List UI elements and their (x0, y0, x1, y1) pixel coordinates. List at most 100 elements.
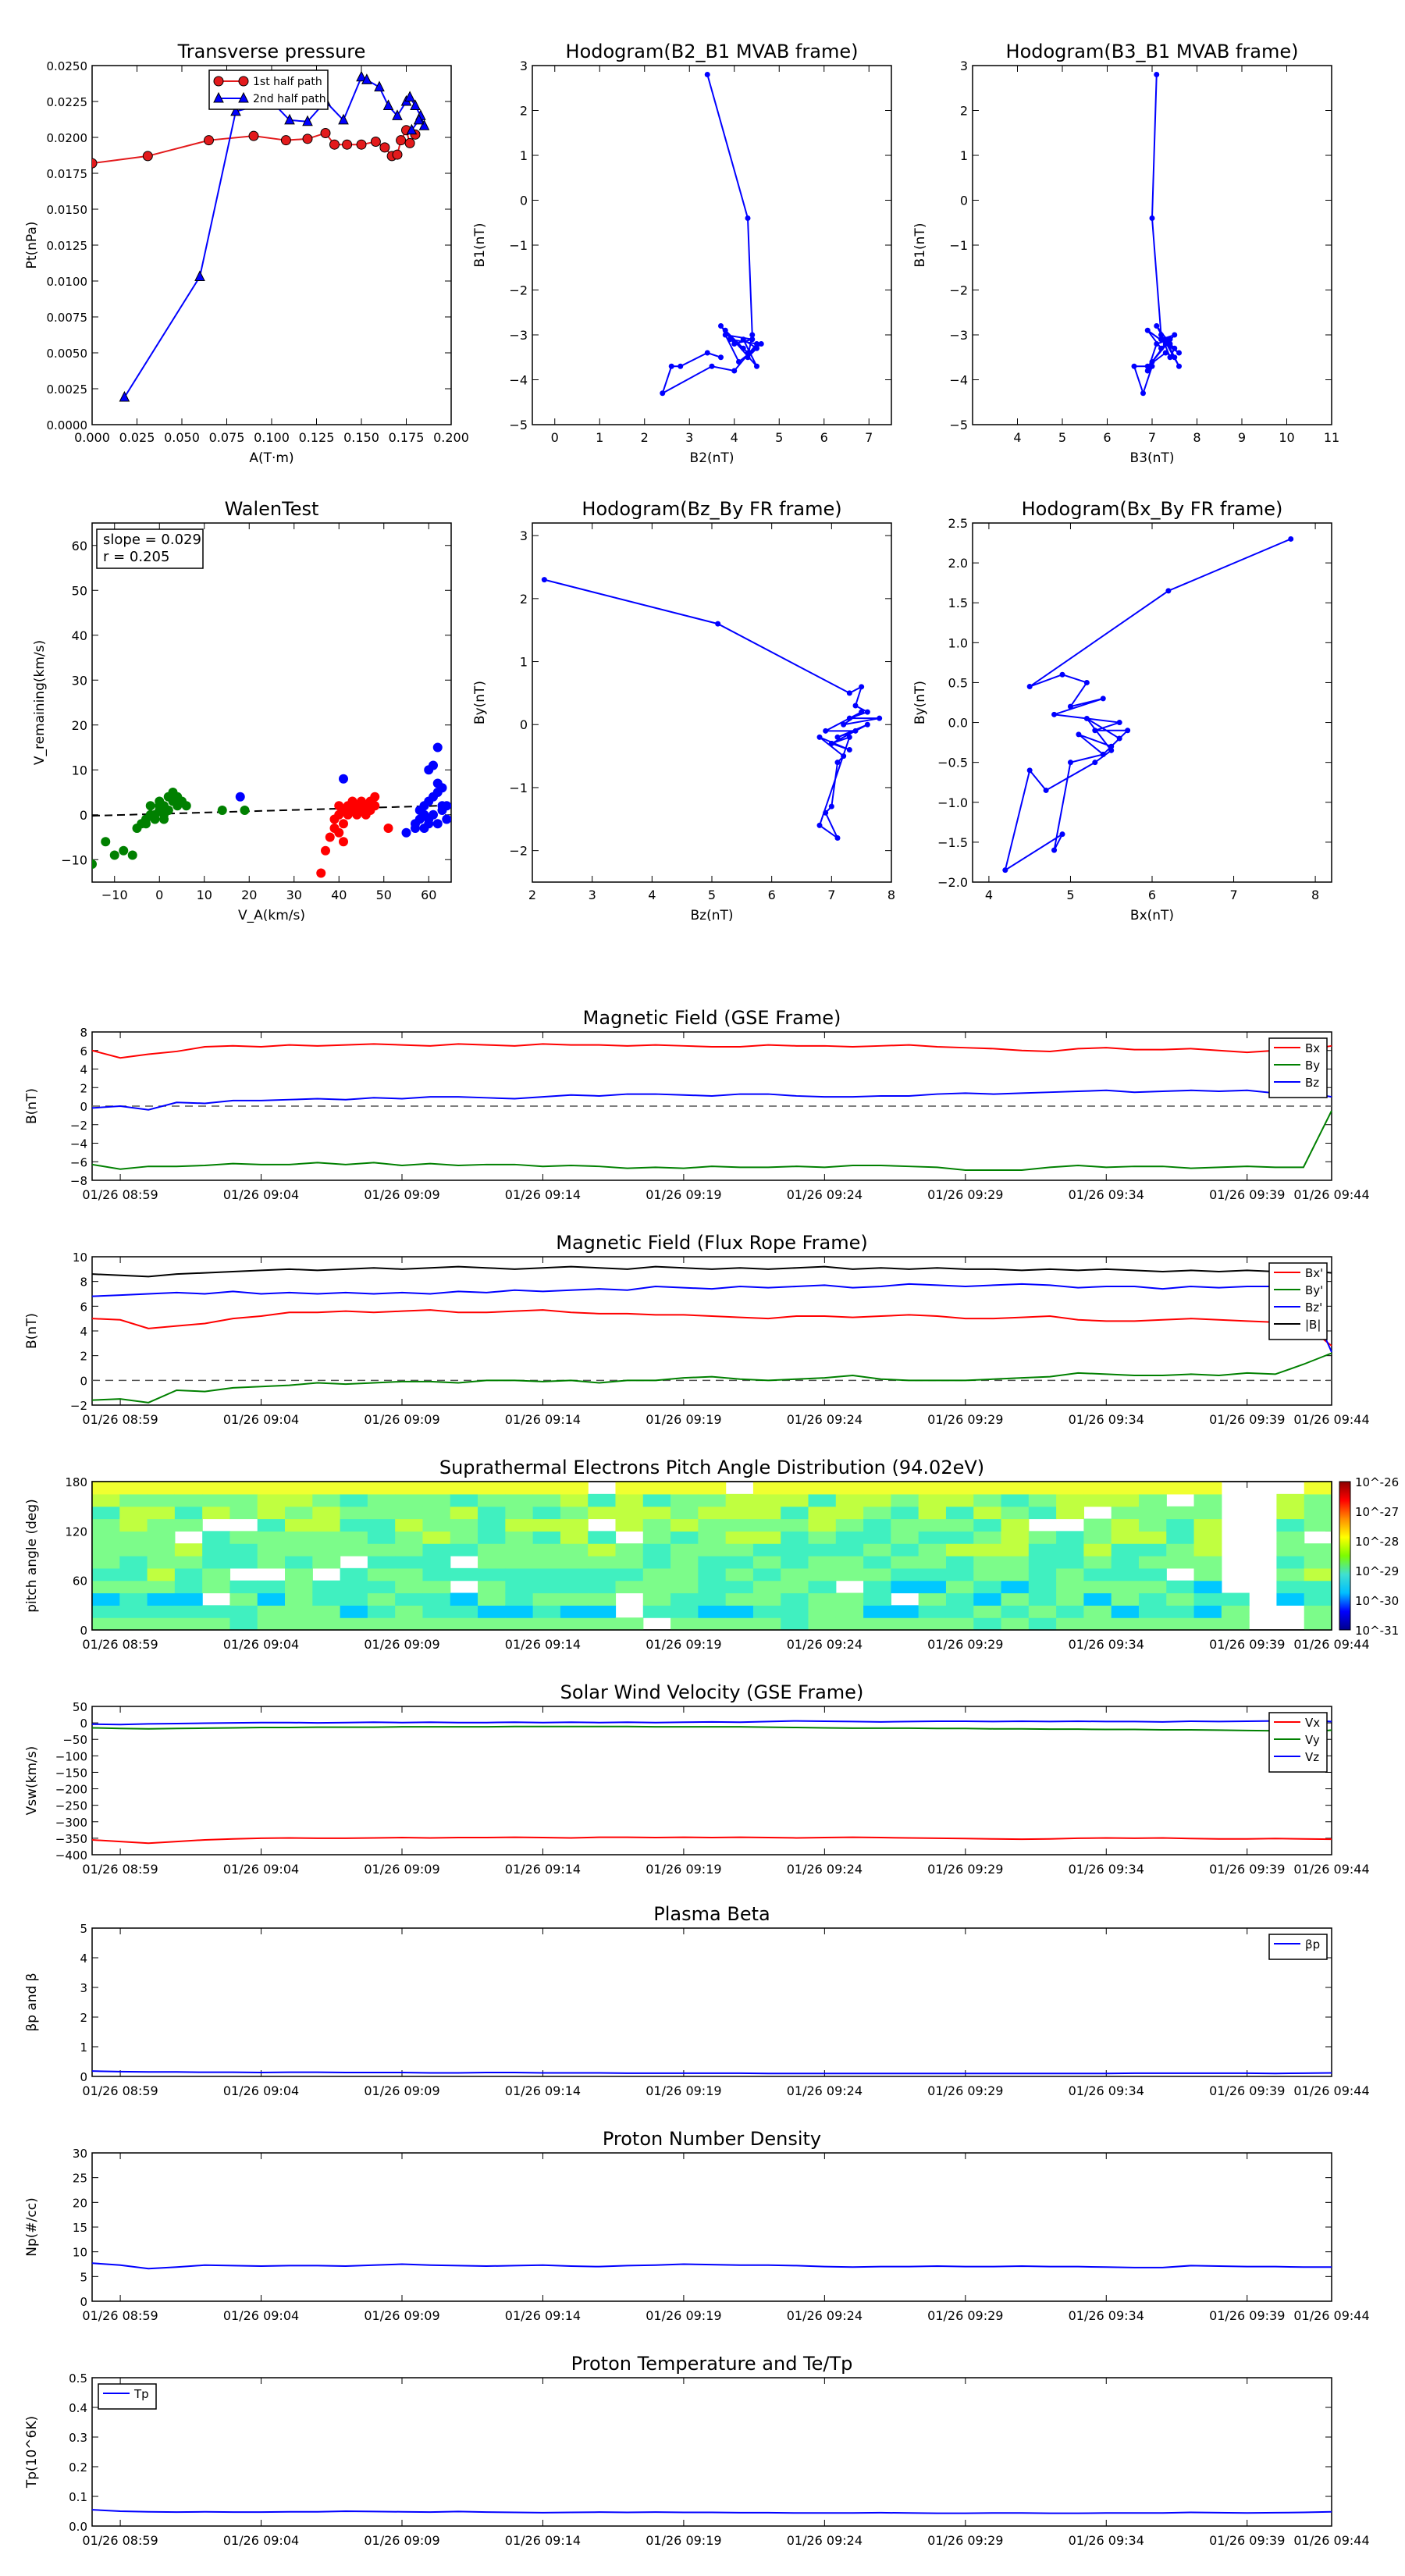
heatmap-cell (945, 1605, 974, 1618)
heatmap-cell (752, 1531, 781, 1544)
heatmap-cell (285, 1580, 313, 1594)
y-tick-label: −8 (70, 1174, 87, 1188)
x-tick-label: 5 (1058, 430, 1066, 445)
y-tick-label: −1 (509, 781, 528, 795)
data-point (302, 133, 313, 144)
heatmap-cell (1276, 1506, 1305, 1520)
plot-frame (972, 522, 1332, 883)
y-tick-label: 50 (73, 1700, 87, 1714)
x-tick-label: 11 (1324, 430, 1339, 445)
plot-area (92, 70, 430, 402)
heatmap-cell (835, 1493, 864, 1507)
heatmap-cell (478, 1567, 506, 1582)
x-tick-label: 0.050 (164, 430, 200, 445)
heatmap-cell (642, 1580, 671, 1594)
heatmap-cell (1083, 1482, 1112, 1495)
heatmap-cell (367, 1531, 396, 1544)
x-tick-label: 0.075 (209, 430, 245, 445)
heatmap-cell (642, 1506, 671, 1520)
heatmap-cell (395, 1506, 424, 1520)
heatmap-cell (1056, 1493, 1084, 1507)
plot-area (1131, 72, 1182, 397)
heatmap-cell (1083, 1605, 1112, 1618)
x-tick-label: 0.025 (119, 430, 155, 445)
y-tick-label: −1 (509, 238, 528, 253)
y-tick-label: 0 (960, 194, 968, 208)
series-line-Bz (91, 1089, 1332, 1111)
heatmap-cell (229, 1482, 258, 1495)
y-tick-label: 0.0175 (47, 167, 88, 181)
x-tick-label: 6 (768, 888, 776, 902)
heatmap-cell (615, 1493, 644, 1507)
data-point (1116, 720, 1122, 726)
heatmap-cell (1304, 1543, 1332, 1557)
heatmap-cell (1304, 1482, 1332, 1495)
heatmap-cell (478, 1556, 506, 1569)
heatmap-cell (450, 1493, 478, 1507)
series-line-1 (123, 76, 425, 398)
heatmap-cell (1276, 1556, 1305, 1569)
time-tick-label: 01/26 09:04 (223, 2533, 299, 2548)
y-axis-label: By(nT) (472, 681, 488, 724)
data-point (432, 778, 443, 788)
time-tick-label: 01/26 08:59 (82, 1412, 158, 1427)
y-tick-label: 10 (73, 2246, 87, 2260)
heatmap-cell (119, 1531, 148, 1544)
heatmap-cell (119, 1518, 148, 1532)
heatmap-cell (367, 1556, 396, 1569)
heatmap-cell (532, 1592, 561, 1606)
y-tick-label: −50 (62, 1733, 87, 1747)
heatmap-cell (285, 1567, 313, 1582)
y-tick-label: 0.4 (69, 2401, 87, 2415)
chart-hodo4: Hodogram(Bx_By FR frame) −2.0 −1.5 −1.0 −0.5… (912, 498, 1332, 923)
heatmap-cell (808, 1493, 837, 1507)
time-tick-label: 01/26 09:09 (364, 2083, 439, 2098)
data-point (846, 690, 852, 696)
legend-label: Bz (1305, 1076, 1319, 1090)
heatmap-cell (1276, 1580, 1305, 1594)
data-point (1043, 787, 1049, 793)
data-point (1100, 696, 1106, 702)
heatmap-cell (670, 1605, 699, 1618)
y-tick-label: −4 (949, 373, 968, 388)
data-point (424, 819, 434, 829)
heatmap-cell (642, 1493, 671, 1507)
heatmap-cell (891, 1580, 919, 1594)
heatmap-cell (367, 1482, 396, 1495)
heatmap-cell (422, 1592, 451, 1606)
chart-title: Hodogram(B2_B1 MVAB frame) (566, 41, 859, 62)
heatmap-cell (174, 1493, 203, 1507)
heatmap-cell (642, 1605, 671, 1618)
x-tick-label: 8 (1193, 430, 1200, 445)
y-tick-label: 20 (73, 2196, 87, 2210)
data-point (338, 113, 349, 125)
x-tick-label: 20 (241, 888, 257, 902)
x-axis-label: A(T·m) (249, 450, 293, 466)
y-axis-label: Tp(10^6K) (24, 2416, 40, 2489)
heatmap-cell (285, 1518, 313, 1532)
heatmap-cell (973, 1506, 1002, 1520)
y-axis-label: B1(nT) (912, 223, 928, 268)
heatmap-cell (312, 1543, 341, 1557)
y-tick-label: 2 (520, 592, 528, 607)
plot-frame (91, 2377, 1332, 2527)
legend-label: By (1305, 1059, 1320, 1073)
heatmap-cell (1111, 1605, 1140, 1618)
heatmap-cell (1276, 1592, 1305, 1606)
heatmap-cell (1028, 1482, 1057, 1495)
heatmap-cell (478, 1617, 506, 1631)
y-axis-label: Pt(nPa) (24, 222, 40, 269)
y-tick-label: −2 (70, 1119, 87, 1133)
chart-hodo3: Hodogram(Bz_By FR frame) −2 −1 0 1 2 3 By(nT) 2 3… (472, 498, 895, 923)
y-tick-label: 0 (80, 1624, 87, 1638)
data-point (1131, 363, 1137, 369)
data-point (339, 837, 348, 847)
heatmap-cell (1138, 1592, 1167, 1606)
heatmap-cell (670, 1531, 699, 1544)
y-tick-label: 3 (520, 528, 528, 543)
data-point (1092, 760, 1098, 766)
data-point (758, 341, 764, 347)
heatmap-cell (698, 1567, 727, 1582)
heatmap-cell (835, 1506, 864, 1520)
y-tick-label: 20 (72, 718, 87, 733)
